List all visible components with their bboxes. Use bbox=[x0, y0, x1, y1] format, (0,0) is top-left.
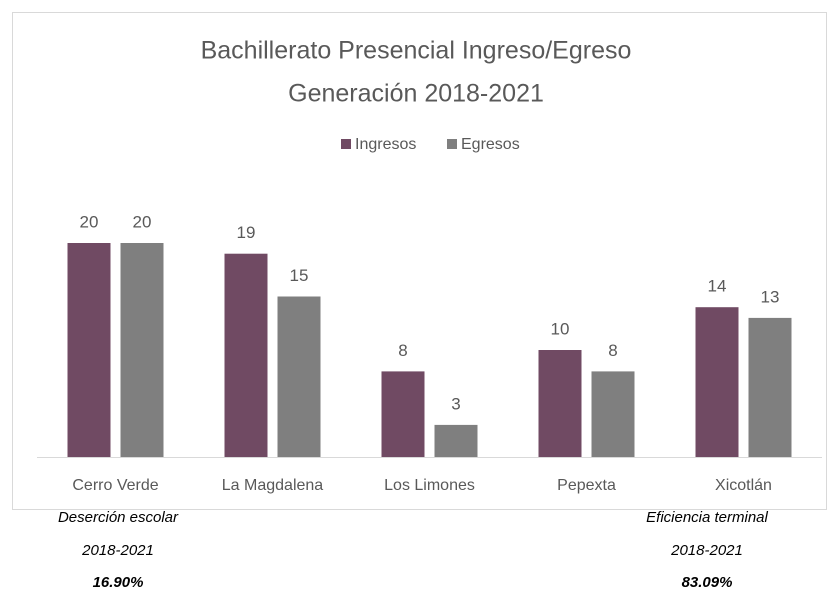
x-tick-label: Pepexta bbox=[557, 477, 616, 494]
bar bbox=[434, 424, 478, 457]
data-label: 20 bbox=[80, 212, 99, 231]
data-label: 15 bbox=[290, 266, 309, 285]
data-label: 10 bbox=[551, 319, 570, 338]
data-label: 8 bbox=[398, 341, 407, 360]
chart-title: Bachillerato Presencial Ingreso/Egreso bbox=[201, 37, 632, 65]
x-tick-label: La Magdalena bbox=[222, 477, 324, 494]
note-label: Deserción escolar bbox=[58, 509, 179, 526]
note-label: Eficiencia terminal bbox=[646, 509, 768, 526]
legend-label: Ingresos bbox=[355, 136, 416, 153]
chart-title: Generación 2018-2021 bbox=[288, 80, 544, 108]
x-tick-label: Xicotlán bbox=[715, 477, 772, 494]
note-period: 2018-2021 bbox=[81, 542, 154, 559]
bar bbox=[748, 317, 792, 457]
data-label: 20 bbox=[133, 212, 152, 231]
note-value: 83.09% bbox=[682, 574, 733, 590]
data-label: 14 bbox=[708, 277, 727, 296]
legend-swatch bbox=[447, 139, 457, 149]
data-label: 19 bbox=[237, 223, 256, 242]
note-period: 2018-2021 bbox=[670, 542, 743, 559]
bar bbox=[120, 243, 164, 457]
x-tick-label: Cerro Verde bbox=[72, 477, 158, 494]
data-label: 13 bbox=[761, 287, 780, 306]
bar bbox=[538, 350, 582, 457]
bar bbox=[224, 253, 268, 457]
legend-label: Egresos bbox=[461, 136, 520, 153]
bar bbox=[67, 243, 111, 457]
note-value: 16.90% bbox=[93, 574, 144, 590]
bar bbox=[277, 296, 321, 457]
data-label: 3 bbox=[451, 394, 460, 413]
bar bbox=[591, 371, 635, 457]
bar bbox=[695, 307, 739, 457]
legend-swatch bbox=[341, 139, 351, 149]
bar bbox=[381, 371, 425, 457]
x-tick-label: Los Limones bbox=[384, 477, 475, 494]
data-label: 8 bbox=[608, 341, 617, 360]
